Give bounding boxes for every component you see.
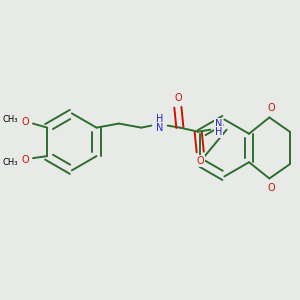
Text: O: O	[21, 116, 28, 127]
Text: CH₃: CH₃	[3, 158, 18, 167]
Text: CH₃: CH₃	[3, 115, 18, 124]
Text: N: N	[215, 118, 222, 129]
Text: O: O	[196, 156, 204, 166]
Text: N: N	[156, 123, 163, 133]
Text: H: H	[156, 115, 163, 124]
Text: O: O	[268, 183, 275, 193]
Text: H: H	[215, 127, 222, 137]
Text: O: O	[174, 93, 182, 103]
Text: O: O	[268, 103, 275, 113]
Text: O: O	[21, 155, 28, 165]
